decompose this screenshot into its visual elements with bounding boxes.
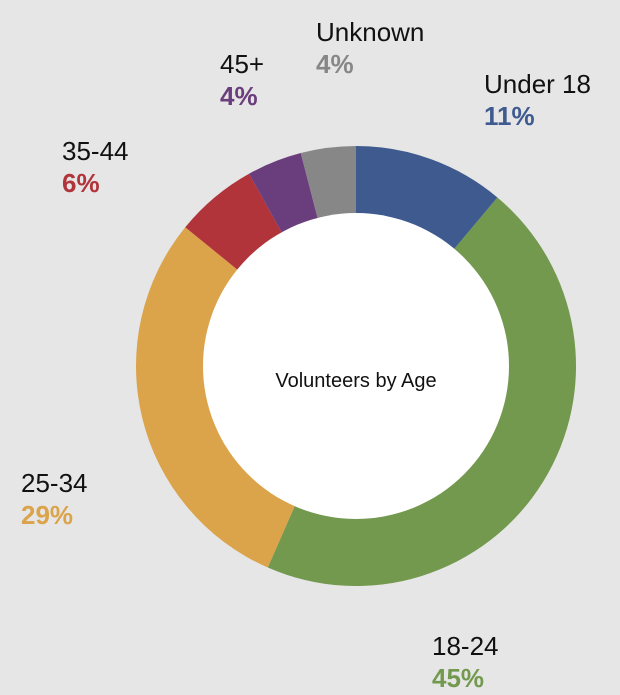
slice-label-value: 4% (220, 81, 258, 111)
slice-label-value: 11% (484, 101, 535, 131)
slice-label-18-24: 18-24 45% (432, 630, 499, 694)
slice-label-value: 6% (62, 168, 100, 198)
slice-label-35-44: 35-44 6% (62, 135, 129, 199)
slice-label-value: 4% (316, 49, 354, 79)
slice-label-name: 18-24 (432, 631, 499, 661)
slice-label-name: 35-44 (62, 136, 129, 166)
slice-label-under-18: Under 18 11% (484, 68, 591, 132)
slice-label-name: 45+ (220, 49, 265, 79)
chart-title: Volunteers by Age (275, 370, 436, 392)
slice-label-25-34: 25-34 29% (21, 467, 88, 531)
slice-label-name: Unknown (316, 17, 425, 47)
donut-hole (203, 213, 509, 519)
slice-label-value: 29% (21, 500, 74, 530)
slice-label-unknown: Unknown 4% (316, 16, 424, 80)
slice-label-45-plus: 45+ 4% (220, 48, 264, 112)
slice-label-name: 25-34 (21, 468, 88, 498)
slice-label-name: Under 18 (484, 69, 591, 99)
slice-label-value: 45% (432, 663, 485, 693)
